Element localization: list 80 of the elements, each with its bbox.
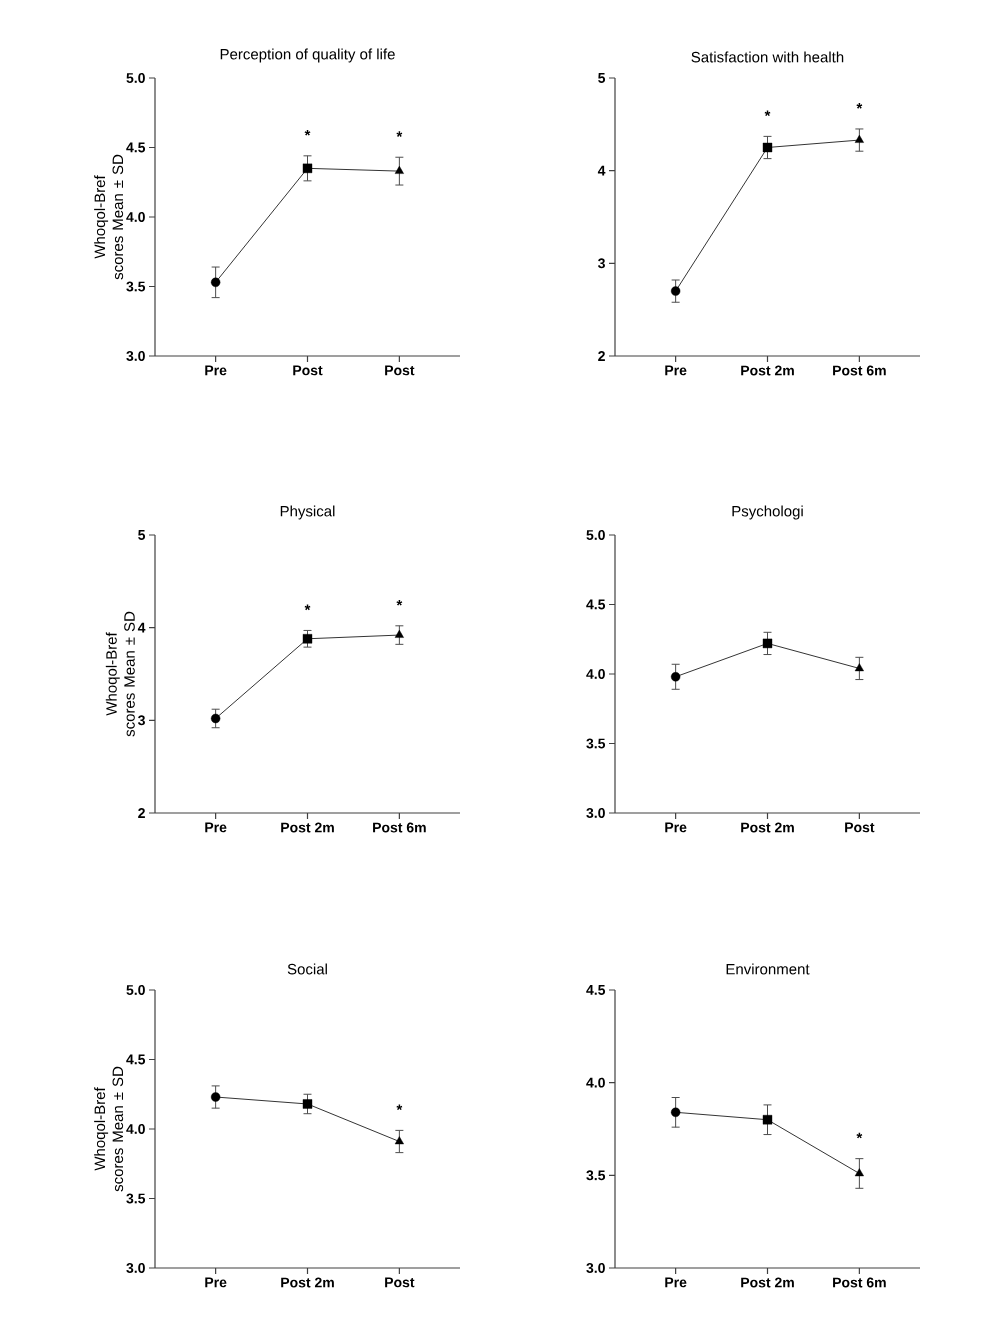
y-tick-label: 4.5 — [586, 599, 606, 610]
annotation: * — [304, 604, 311, 611]
y-tick-label: 3.5 — [126, 281, 146, 292]
x-tick-label: Post 2m — [741, 822, 794, 833]
point — [302, 1099, 313, 1109]
chart-title: Satisfaction with health — [691, 51, 844, 63]
x-tick-label: Post 2m — [281, 1277, 334, 1288]
chart-title: Perception of quality of life — [220, 48, 395, 63]
x-tick-label: Post 6m — [833, 365, 886, 376]
point — [762, 1115, 773, 1125]
point — [762, 638, 773, 649]
point — [302, 634, 313, 644]
point — [210, 277, 221, 288]
x-tick-label: Post 2m — [741, 365, 794, 376]
x-tick-label: Post — [385, 1277, 415, 1288]
point — [854, 663, 864, 672]
y-axis-title: Whoqol-Bref scores Mean ± SD — [94, 1066, 124, 1192]
y-tick-label: 4.0 — [126, 212, 145, 222]
chart-title: Social — [287, 963, 327, 975]
x-tick-label: Pre — [665, 365, 687, 376]
x-tick-label: Pre — [665, 822, 687, 833]
x-tick-label: Pre — [665, 1277, 687, 1288]
annotation: * — [396, 1104, 403, 1111]
point — [394, 1136, 404, 1145]
annotation: * — [856, 103, 863, 109]
y-tick-label: 2 — [138, 808, 145, 818]
chart-title: Psychologi — [732, 505, 803, 520]
y-tick-label: 4.5 — [126, 1054, 146, 1065]
x-tick-label: Post 2m — [281, 822, 334, 833]
annotation: * — [396, 599, 403, 606]
y-tick-label: 3.0 — [126, 1263, 145, 1273]
x-tick-label: Post 2m — [741, 1277, 794, 1288]
annotation: * — [304, 129, 311, 136]
y-tick-label: 3.0 — [586, 1263, 605, 1273]
y-tick-label: 4.5 — [126, 142, 146, 153]
y-axis-title: Whoqol-Bref scores Mean ± SD — [94, 154, 124, 280]
y-tick-label: 3 — [137, 715, 145, 726]
x-tick-label: Post — [293, 365, 323, 376]
point — [670, 1107, 681, 1118]
y-tick-label: 4.0 — [126, 1124, 145, 1134]
y-tick-label: 5.0 — [126, 985, 145, 995]
y-tick-label: 3.5 — [586, 1170, 606, 1181]
y-tick-label: 3.0 — [126, 351, 145, 361]
x-tick-label: Post — [385, 365, 415, 376]
x-tick-label: Post — [845, 822, 875, 833]
chart-title: Environment — [726, 963, 810, 975]
y-tick-label: 2 — [598, 351, 605, 361]
point — [394, 165, 404, 174]
y-tick-label: 3 — [597, 258, 605, 269]
y-tick-label: 4 — [597, 165, 606, 176]
point — [302, 163, 313, 174]
y-tick-label: 3.0 — [586, 808, 605, 818]
x-tick-label: Pre — [205, 1277, 227, 1288]
chart-title: Physical — [280, 505, 335, 520]
x-tick-label: Pre — [205, 822, 227, 833]
point — [854, 134, 864, 143]
y-tick-label: 5 — [598, 73, 606, 83]
annotation: * — [764, 110, 771, 117]
y-tick-label: 5.0 — [126, 73, 145, 83]
y-tick-label: 4.0 — [586, 669, 605, 679]
y-tick-label: 4.5 — [586, 985, 606, 995]
point — [210, 1092, 221, 1102]
annotation: * — [396, 131, 403, 137]
y-tick-label: 3.5 — [126, 1193, 146, 1204]
y-tick-label: 3.5 — [586, 738, 606, 749]
point — [670, 672, 681, 682]
y-tick-label: 5 — [138, 530, 146, 540]
point — [210, 713, 221, 724]
x-tick-label: Pre — [205, 365, 227, 376]
y-axis-title: Whoqol-Bref scores Mean ± SD — [105, 611, 135, 737]
y-tick-label: 5.0 — [586, 530, 605, 540]
point — [854, 1168, 864, 1177]
point — [762, 142, 773, 153]
y-tick-label: 4 — [137, 622, 146, 633]
y-tick-label: 4.0 — [586, 1077, 605, 1088]
annotation: * — [856, 1132, 863, 1139]
x-tick-label: Post 6m — [373, 822, 426, 833]
point — [670, 286, 681, 296]
x-tick-label: Post 6m — [833, 1277, 886, 1288]
point — [394, 629, 404, 638]
